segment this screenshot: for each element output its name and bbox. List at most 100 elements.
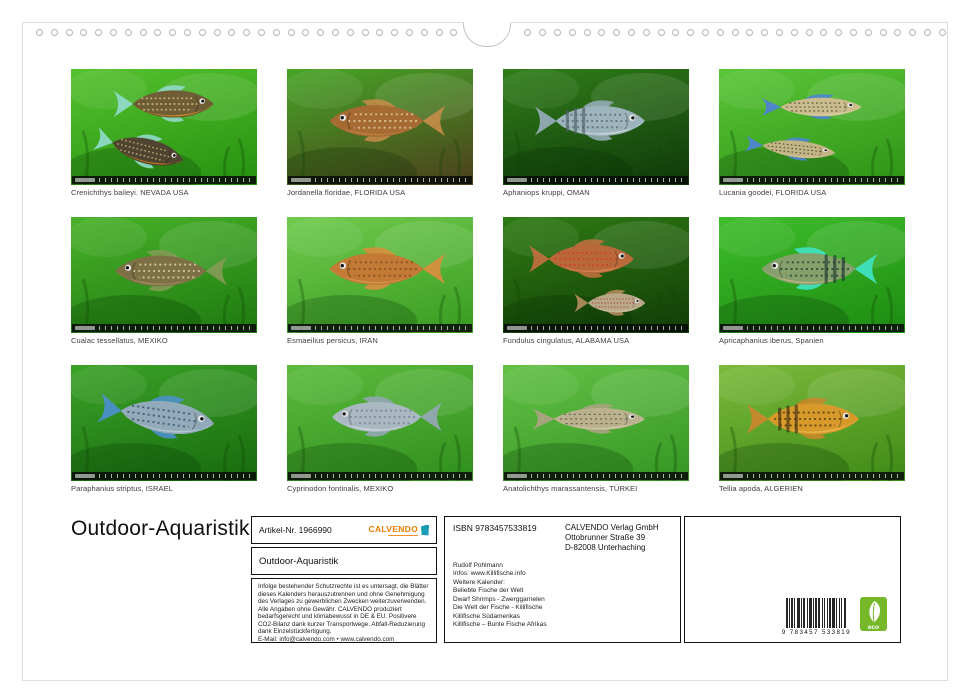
binding-hole <box>894 29 902 36</box>
binding-hole <box>924 29 931 36</box>
calendar-strip <box>288 324 472 332</box>
calendar-strip-ticks <box>531 178 685 182</box>
fish-illustration <box>287 69 473 185</box>
binding-hole <box>332 29 339 36</box>
binding-hole <box>243 29 251 36</box>
photo-caption: Paraphanius striptus, ISRAEL <box>71 484 174 493</box>
binding-hole <box>272 29 280 36</box>
calendar-strip-ticks <box>315 178 469 182</box>
calvendo-logo: CALVENDO <box>369 524 429 537</box>
artikel-cell: Artikel-Nr. 1966990 CALVENDO <box>251 516 437 544</box>
calendar-strip <box>720 176 904 184</box>
calendar-strip-ticks <box>315 326 469 330</box>
photo-grid: Crenichthys baileyi. NEVADA USA Jor <box>71 69 905 493</box>
calendar-strip-ticks <box>747 326 901 330</box>
artikel-nr: Artikel-Nr. 1966990 <box>259 525 332 535</box>
svg-text:eco: eco <box>868 624 879 631</box>
binding-hole <box>154 29 162 36</box>
fish-photo-card: Paraphanius striptus, ISRAEL <box>71 365 257 493</box>
fish-photo-card: Jordanella floridae, FLORIDA USA <box>287 69 473 197</box>
fish-illustration <box>71 69 257 185</box>
fish-photo-image <box>287 217 473 333</box>
fish-illustration <box>71 365 257 481</box>
binding-hole <box>435 29 443 36</box>
page-title: Outdoor-Aquaristik <box>71 517 250 540</box>
binding-hole <box>746 29 754 36</box>
legal-text: Infolge bestehender Schutzrechte ist es … <box>251 578 437 643</box>
fish-photo-card: Apricaphanius iberus, Spanien <box>719 217 905 345</box>
calvendo-logo-text: CALVENDO <box>368 523 418 534</box>
calendar-strip <box>504 324 688 332</box>
fish-illustration <box>503 69 689 185</box>
barcode: 9 783457 533819 <box>782 598 851 636</box>
calendar-strip-ticks <box>531 474 685 478</box>
fish-photo-image <box>287 365 473 481</box>
fish-illustration <box>503 365 689 481</box>
binding-hole <box>850 29 857 36</box>
calendar-strip-ticks <box>747 474 901 478</box>
photo-caption: Lucania goodei, FLORIDA USA <box>719 188 827 197</box>
binding-hole <box>657 29 665 36</box>
fish-photo-card: Anatolichthys marassantensis, TÜRKEI <box>503 365 689 493</box>
publisher-address: CALVENDO Verlag GmbH Ottobrunner Straße … <box>565 523 659 552</box>
binding-hole <box>95 29 103 36</box>
photo-caption: Anatolichthys marassantensis, TÜRKEI <box>503 484 638 493</box>
calendar-strip-label <box>291 178 311 182</box>
binding-hole <box>450 29 458 36</box>
binding-hole <box>761 29 769 36</box>
barcode-box: 9 783457 533819 eco <box>684 516 901 643</box>
fish-illustration <box>287 217 473 333</box>
fish-photo-image <box>71 217 257 333</box>
binding-hole <box>731 29 739 36</box>
binding-hole <box>820 29 828 36</box>
calendar-strip-ticks <box>99 178 253 182</box>
binding-hole <box>879 29 887 36</box>
fish-photo-image <box>719 69 905 185</box>
eco-logo: eco <box>860 597 887 636</box>
binding-hole <box>598 29 606 36</box>
binding-hole <box>287 29 295 36</box>
author-credits: Rudolf Pohlmann Infos: www.Killifische.i… <box>453 562 547 629</box>
photo-caption: Aphaniops kruppi, OMAN <box>503 188 590 197</box>
calendar-strip <box>504 176 688 184</box>
hanger-notch <box>463 22 511 47</box>
photo-caption: Cyprinodon fontinalis, MEXIKO <box>287 484 394 493</box>
binding-hole <box>302 29 310 36</box>
fish-photo-image <box>71 69 257 185</box>
binding-holes <box>23 29 947 38</box>
binding-hole <box>583 29 591 36</box>
fish-photo-card: Lucania goodei, FLORIDA USA <box>719 69 905 197</box>
calendar-strip <box>288 472 472 480</box>
fish-photo-image <box>503 365 689 481</box>
binding-hole <box>568 29 576 36</box>
calvendo-tagline <box>388 534 418 537</box>
binding-hole <box>36 29 43 36</box>
binding-hole <box>628 29 635 36</box>
photo-caption: Apricaphanius iberus, Spanien <box>719 336 824 345</box>
binding-hole <box>702 29 709 36</box>
fish-illustration <box>503 217 689 333</box>
binding-hole <box>65 29 73 36</box>
fish-photo-image <box>71 365 257 481</box>
binding-hole <box>420 29 428 36</box>
binding-hole <box>716 29 724 36</box>
binding-hole <box>524 29 532 36</box>
calendar-strip <box>504 472 688 480</box>
binding-hole <box>776 29 783 36</box>
binding-hole <box>790 29 798 36</box>
binding-hole <box>687 29 695 36</box>
calendar-strip-label <box>723 326 743 330</box>
calendar-strip-label <box>507 474 527 478</box>
photo-caption: Jordanella floridae, FLORIDA USA <box>287 188 406 197</box>
calendar-strip-ticks <box>99 326 253 330</box>
binding-hole <box>124 29 132 36</box>
fish-photo-image <box>719 217 905 333</box>
binding-hole <box>835 29 843 36</box>
photo-caption: Crenichthys baileyi. NEVADA USA <box>71 188 189 197</box>
calendar-strip-ticks <box>747 178 901 182</box>
info-box-middle: ISBN 9783457533819 CALVENDO Verlag GmbH … <box>444 516 681 643</box>
calendar-strip <box>72 324 256 332</box>
isbn-number: ISBN 9783457533819 <box>453 523 537 533</box>
binding-hole <box>346 29 354 36</box>
fish-photo-card: Tellia apoda, ALGERIEN <box>719 365 905 493</box>
